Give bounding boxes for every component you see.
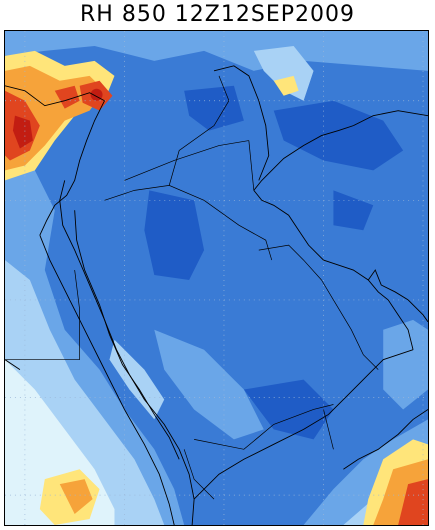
saturated-regions [5, 50, 428, 525]
country-borders [5, 75, 379, 500]
humidity-map[interactable] [5, 31, 428, 525]
map-frame[interactable] [4, 30, 429, 526]
lat-lon-grid [5, 31, 428, 525]
coastline [5, 65, 428, 525]
map-title: RH 850 12Z12SEP2009 [80, 2, 355, 27]
humid-regions [5, 31, 428, 525]
